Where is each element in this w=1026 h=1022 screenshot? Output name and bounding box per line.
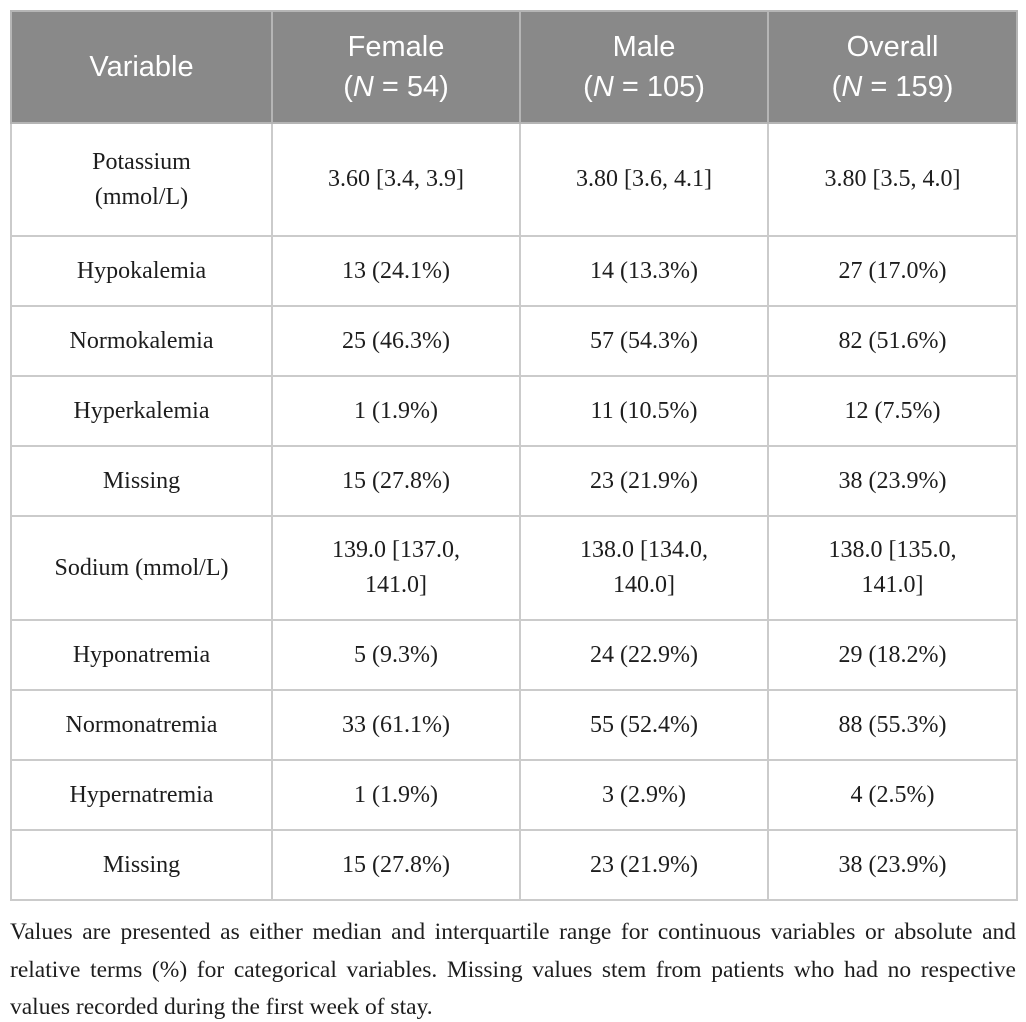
cell-male: 11 (10.5%) <box>519 375 769 447</box>
cell-overall: 38 (23.9%) <box>767 829 1018 901</box>
paren-open: ( <box>583 71 593 103</box>
n-symbol: N <box>841 71 863 103</box>
row-label: Hyponatremia <box>10 619 273 691</box>
cell-male: 23 (21.9%) <box>519 829 769 901</box>
cell-overall: 29 (18.2%) <box>767 619 1018 691</box>
col-header-variable: Variable <box>10 10 273 124</box>
n-count: = 54) <box>373 71 449 103</box>
cell-male: 55 (52.4%) <box>519 689 769 761</box>
cell-female: 1 (1.9%) <box>271 759 521 831</box>
col-header-title: Overall <box>846 30 939 63</box>
table-row-hypokalemia: Hypokalemia 13 (24.1%) 14 (13.3%) 27 (17… <box>10 235 1018 307</box>
cell-overall: 27 (17.0%) <box>767 235 1018 307</box>
cell-female: 25 (46.3%) <box>271 305 521 377</box>
cell-female: 139.0 [137.0, 141.0] <box>271 515 521 621</box>
table-row-missing-potassium: Missing 15 (27.8%) 23 (21.9%) 38 (23.9%) <box>10 445 1018 517</box>
cell-female: 15 (27.8%) <box>271 445 521 517</box>
row-label: Hyperkalemia <box>10 375 273 447</box>
table-row-hyperkalemia: Hyperkalemia 1 (1.9%) 11 (10.5%) 12 (7.5… <box>10 375 1018 447</box>
cell-overall: 4 (2.5%) <box>767 759 1018 831</box>
n-symbol: N <box>592 71 614 103</box>
col-header-male: Male (N = 105) <box>519 10 769 124</box>
table-row-missing-sodium: Missing 15 (27.8%) 23 (21.9%) 38 (23.9%) <box>10 829 1018 901</box>
table-row-normonatremia: Normonatremia 33 (61.1%) 55 (52.4%) 88 (… <box>10 689 1018 761</box>
col-header-title: Female <box>347 30 445 63</box>
col-header-female: Female (N = 54) <box>271 10 521 124</box>
paren-open: ( <box>343 71 353 103</box>
paren-open: ( <box>831 71 842 103</box>
col-header-n: (N = 105) <box>529 67 759 107</box>
row-label: Hypernatremia <box>10 759 273 831</box>
cell-overall: 138.0 [135.0, 141.0] <box>767 515 1018 621</box>
table-row-hypernatremia: Hypernatremia 1 (1.9%) 3 (2.9%) 4 (2.5%) <box>10 759 1018 831</box>
row-label: Sodium (mmol/L) <box>10 515 273 621</box>
cell-male: 3 (2.9%) <box>519 759 769 831</box>
table-header-row: Variable Female (N = 54) Male (N = 105) … <box>10 10 1018 124</box>
table-row-hyponatremia: Hyponatremia 5 (9.3%) 24 (22.9%) 29 (18.… <box>10 619 1018 691</box>
row-label: Normonatremia <box>10 689 273 761</box>
row-label: Normokalemia <box>10 305 273 377</box>
col-header-overall: Overall (N = 159) <box>767 10 1018 124</box>
table-row-potassium: Potassium (mmol/L) 3.60 [3.4, 3.9] 3.80 … <box>10 122 1018 237</box>
row-label: Missing <box>10 829 273 901</box>
cell-female: 33 (61.1%) <box>271 689 521 761</box>
col-header-title: Male <box>612 30 676 63</box>
cell-male: 14 (13.3%) <box>519 235 769 307</box>
cell-male: 57 (54.3%) <box>519 305 769 377</box>
table-footnote: Values are presented as either median an… <box>10 919 1016 1021</box>
cell-overall: 88 (55.3%) <box>767 689 1018 761</box>
cell-overall: 12 (7.5%) <box>767 375 1018 447</box>
col-header-n: (N = 54) <box>281 67 511 107</box>
cell-female: 3.60 [3.4, 3.9] <box>271 122 521 237</box>
cell-male: 138.0 [134.0, 140.0] <box>519 515 769 621</box>
cell-overall: 3.80 [3.5, 4.0] <box>767 122 1018 237</box>
cell-male: 24 (22.9%) <box>519 619 769 691</box>
cell-overall: 38 (23.9%) <box>767 445 1018 517</box>
cell-female: 13 (24.1%) <box>271 235 521 307</box>
row-label: Missing <box>10 445 273 517</box>
n-count: = 105) <box>613 71 705 103</box>
summary-table: Variable Female (N = 54) Male (N = 105) … <box>10 10 1018 901</box>
row-label: Hypokalemia <box>10 235 273 307</box>
table-row-normokalemia: Normokalemia 25 (46.3%) 57 (54.3%) 82 (5… <box>10 305 1018 377</box>
cell-female: 5 (9.3%) <box>271 619 521 691</box>
table-row-sodium: Sodium (mmol/L) 139.0 [137.0, 141.0] 138… <box>10 515 1018 621</box>
n-count: = 159) <box>862 71 954 103</box>
cell-overall: 82 (51.6%) <box>767 305 1018 377</box>
cell-female: 15 (27.8%) <box>271 829 521 901</box>
row-label: Potassium (mmol/L) <box>10 122 273 237</box>
col-header-n: (N = 159) <box>777 67 1008 107</box>
n-symbol: N <box>352 71 374 103</box>
cell-male: 23 (21.9%) <box>519 445 769 517</box>
cell-female: 1 (1.9%) <box>271 375 521 447</box>
cell-male: 3.80 [3.6, 4.1] <box>519 122 769 237</box>
